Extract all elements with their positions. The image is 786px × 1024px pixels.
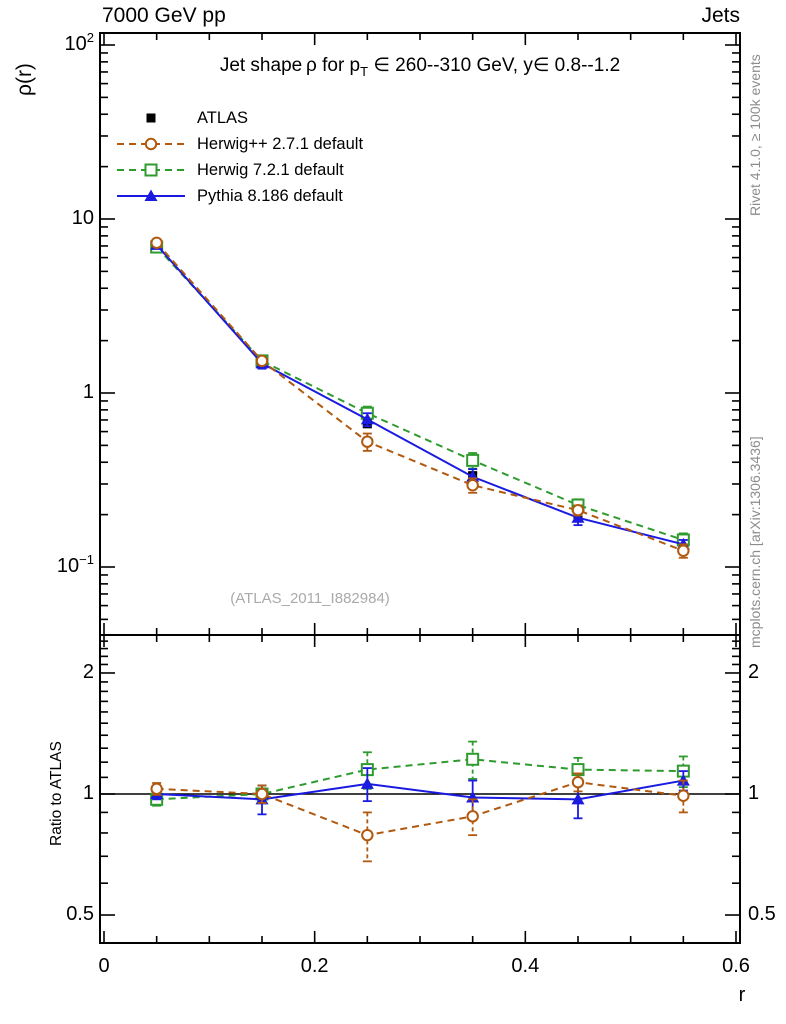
plot-title: Jet shape ρ for pT ∈ 260--310 GeV, y∈ 0.… [100,54,740,79]
plot-title-subscript: T [360,64,369,79]
legend-label: ATLAS [197,108,249,127]
x-tick-label: 0 [98,955,110,977]
ratio-y-tick-label-right: 0.5 [748,903,776,925]
ratio-y-tick-label-right: 1 [748,782,760,804]
ratio-series-herwig-2-7-1-default [150,772,690,863]
main-series-atlas [152,240,688,555]
header-analysis-label: Jets [701,4,740,27]
legend-label: Herwig++ 2.7.1 default [197,134,364,153]
x-tick-label: 0.6 [722,955,750,977]
main-series-herwig-7-2-1-default [150,240,690,549]
axis-ticks [100,33,740,943]
x-axis-title: r [738,984,746,1006]
plot-title-suffix: ∈ 260--310 GeV, y∈ 0.8--1.2 [368,55,621,76]
main-panel-frame [99,32,741,636]
watermark-analysis-id: (ATLAS_2011_I882984) [230,590,390,607]
legend-label: Herwig 7.2.1 default [197,160,344,179]
ratio-y-tick-label-right: 2 [748,660,760,683]
main-y-tick-label: 102 [64,30,94,55]
x-tick-label: 0.2 [300,955,329,977]
legend-item-atlas: ATLAS [115,106,248,130]
ratio-series-herwig-7-2-1-default [150,740,690,807]
legend-marker-square-open-icon [117,163,185,177]
legend-marker-square-filled-icon [146,113,156,123]
legend-label: Pythia 8.186 default [197,186,343,205]
legend-item-herwig-7-2-1-default: Herwig 7.2.1 default [115,158,344,182]
main-series-herwig-2-7-1-default [150,236,690,559]
x-tick-label: 0.4 [511,955,540,977]
ratio-y-tick-label-left: 0.5 [66,903,94,925]
main-series-pythia-8-186-default [150,238,690,550]
main-y-tick-label: 10−1 [56,552,94,577]
main-y-tick-label: 1 [82,381,94,403]
legend-marker-triangle-filled-icon [117,189,185,201]
main-y-tick-label: 10 [71,207,94,229]
legend-item-herwig-2-7-1-default: Herwig++ 2.7.1 default [115,132,363,156]
ratio-y-tick-label-left: 2 [82,660,94,683]
header-beam-label: 7000 GeV pp [102,4,226,27]
ratio-y-tick-label-left: 1 [82,782,94,804]
plot-title-prefix: Jet shape ρ for p [219,55,361,76]
legend-marker-circle-open-icon [117,137,185,151]
ratio-panel-frame [99,634,741,944]
legend-item-pythia-8-186-default: Pythia 8.186 default [115,184,343,208]
